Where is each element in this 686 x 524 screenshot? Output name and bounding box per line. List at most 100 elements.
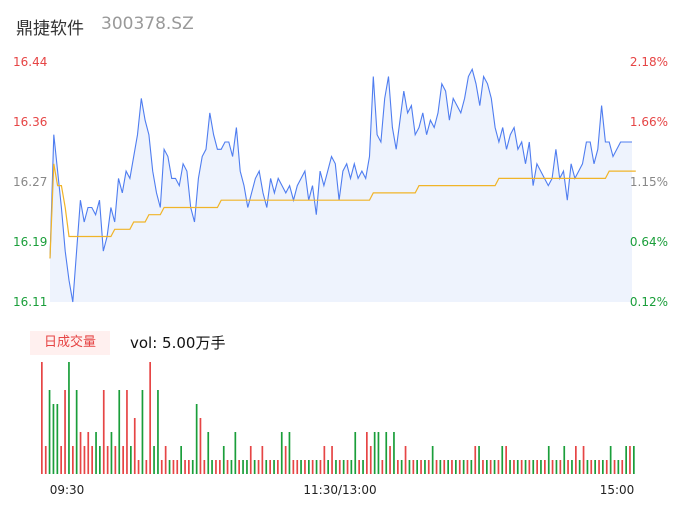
volume-bar	[621, 460, 624, 474]
volume-bar	[308, 460, 310, 474]
volume-bar	[350, 460, 353, 474]
volume-bar	[249, 446, 252, 474]
volume-readout: vol: 5.00万手	[130, 334, 226, 352]
volume-bar	[319, 460, 322, 474]
time-tick-label: 15:00	[600, 483, 635, 497]
volume-bar	[191, 460, 194, 474]
volume-bar	[211, 460, 213, 474]
volume-bar	[145, 460, 148, 474]
volume-bar	[56, 404, 59, 474]
volume-bar	[493, 460, 496, 474]
volume-bar	[246, 460, 248, 474]
volume-bar	[590, 460, 593, 474]
volume-bar	[335, 460, 337, 474]
volume-bar	[44, 446, 47, 474]
volume-bar	[102, 390, 105, 474]
pct-tick-label: 0.64%	[630, 235, 668, 249]
volume-bar	[79, 432, 82, 474]
volume-bar	[300, 460, 302, 474]
volume-bar	[323, 446, 326, 474]
volume-bar	[505, 446, 507, 474]
series-line-average	[49, 163, 636, 259]
volume-bar	[625, 446, 627, 474]
volume-bar	[381, 460, 384, 474]
volume-bar	[75, 390, 78, 474]
volume-bar	[520, 460, 523, 474]
volume-bar	[176, 460, 179, 474]
volume-bar	[470, 460, 473, 474]
volume-bar	[435, 460, 438, 474]
price-tick-label: 16.11	[13, 295, 47, 309]
volume-bar	[497, 460, 500, 474]
volume-bar	[64, 390, 66, 474]
pct-tick-label: 1.66%	[630, 115, 668, 129]
volume-bar	[563, 446, 566, 474]
series-line-price	[49, 67, 632, 303]
volume-bar	[160, 460, 163, 474]
volume-bar	[609, 446, 612, 474]
volume-bar	[416, 460, 418, 474]
volume-bar	[315, 460, 318, 474]
volume-bar	[195, 404, 198, 474]
volume-bar	[540, 460, 542, 474]
volume-bar	[358, 460, 360, 474]
volume-bar	[547, 446, 550, 474]
volume-bar	[412, 460, 415, 474]
volume-bar	[296, 460, 299, 474]
volume-bar	[528, 460, 531, 474]
volume-bar	[354, 432, 357, 474]
volume-bar	[377, 432, 380, 474]
price-tick-label: 16.27	[13, 175, 47, 189]
volume-bar	[230, 460, 233, 474]
volume-bar	[226, 460, 229, 474]
volume-bar	[184, 460, 186, 474]
volume-bar	[280, 432, 283, 474]
volume-bar	[486, 460, 488, 474]
volume-bar	[168, 460, 171, 474]
volume-bar	[451, 460, 453, 474]
volume-bar	[304, 460, 306, 474]
volume-bar	[238, 460, 240, 474]
volume-bar	[567, 460, 569, 474]
volume-bar	[137, 460, 140, 474]
volume-bar	[462, 460, 465, 474]
volume-bar	[532, 460, 535, 474]
stock-name: 鼎捷软件	[16, 19, 84, 39]
volume-bar	[617, 460, 620, 474]
volume-bar	[242, 460, 244, 474]
volume-bar	[180, 446, 182, 474]
price-tick-label: 16.36	[13, 115, 47, 129]
volume-bar	[575, 446, 577, 474]
volume-bar	[513, 460, 515, 474]
volume-bar	[536, 460, 538, 474]
volume-bar	[60, 446, 62, 474]
volume-bar	[474, 446, 477, 474]
volume-bar	[126, 390, 128, 474]
volume-bar	[559, 460, 562, 474]
volume-bar	[544, 460, 546, 474]
volume-bar	[393, 432, 395, 474]
volume-bar	[52, 404, 55, 474]
price-area	[50, 69, 632, 302]
volume-bar	[41, 362, 43, 474]
volume-bar	[284, 446, 287, 474]
volume-bar	[443, 460, 446, 474]
volume-bar	[72, 446, 74, 474]
price-tick-label: 16.44	[13, 55, 47, 69]
volume-bar	[555, 460, 558, 474]
volume-bar	[133, 418, 136, 474]
volume-bar	[342, 460, 345, 474]
volume-bar	[149, 362, 151, 474]
volume-bar	[346, 460, 349, 474]
volume-bar	[99, 446, 101, 474]
volume-tag[interactable]: 日成交量	[30, 331, 110, 355]
volume-bar	[586, 460, 589, 474]
volume-bar	[114, 446, 117, 474]
volume-bar	[277, 460, 279, 474]
volume-bar	[207, 432, 210, 474]
volume-bar	[571, 460, 573, 474]
volume-bar	[106, 446, 109, 474]
volume-bar	[311, 460, 314, 474]
volume-bar	[482, 460, 484, 474]
volume-bar	[122, 446, 124, 474]
